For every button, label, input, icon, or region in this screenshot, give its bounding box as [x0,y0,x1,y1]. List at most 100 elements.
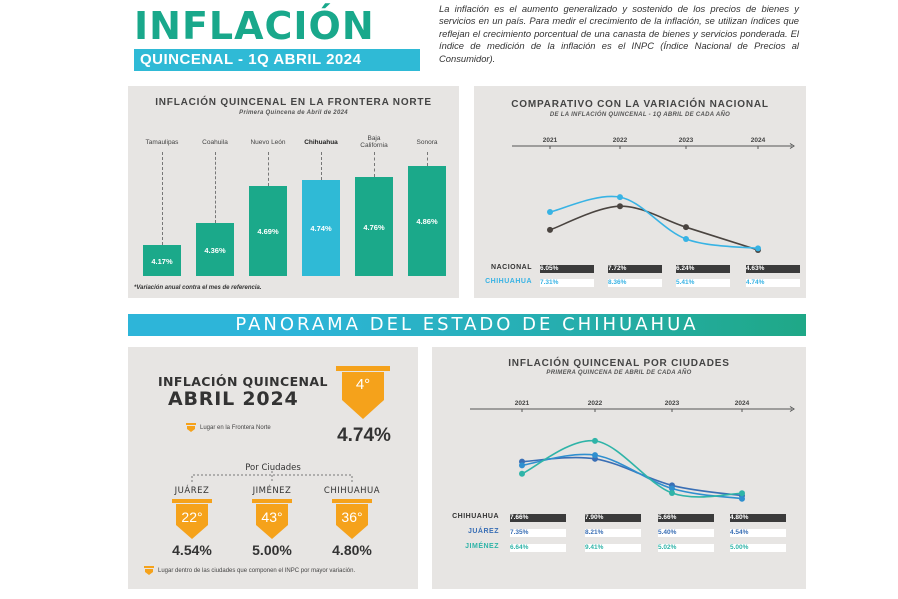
bar-chart-title: INFLACIÓN QUINCENAL EN LA FRONTERA NORTE [155,97,432,108]
bar-category-label: Sonora [416,139,438,146]
por-ciudades-label: Por Ciudades [245,463,301,473]
series-label: CHIHUAHUA [485,278,532,285]
value-cell: 6.05% [540,265,594,273]
bar-category-label: Baja California [360,135,388,149]
line-chart-national-title: COMPARATIVO CON LA VARIACIÓN NACIONAL [511,99,769,110]
bar-guide-line [427,152,428,167]
value-cell: 9.41% [585,544,641,552]
value-cell: 7.31% [540,279,594,287]
badge-legend-icon [144,566,154,575]
data-point [683,224,689,231]
data-point [617,194,623,201]
data-point [669,485,675,492]
bar-guide-line [374,152,375,178]
data-point [755,245,761,252]
bar [249,185,287,276]
value-cell: 4.80% [730,514,786,522]
city-percent: 4.54% [172,542,212,558]
data-point [547,226,553,233]
value-cell: 5.02% [658,544,714,552]
city-rank-badge-icon [252,499,292,539]
city-name-label: JUÁREZ [174,486,210,496]
bar-value-label: 4.36% [204,245,226,255]
value-cell: 7.90% [585,514,641,522]
line-chart-national-subtitle: DE LA INFLACIÓN QUINCENAL - 1Q ABRIL DE … [549,112,731,118]
bar-value-label: 4.69% [257,226,279,236]
bar-guide-line [215,152,216,224]
data-point [617,203,623,210]
bar-category-label: Nuevo León [250,139,286,146]
x-tick-label: 2024 [735,400,750,407]
frontera-norte-panel: INFLACIÓN QUINCENAL EN LA FRONTERA NORTE… [128,86,459,298]
x-tick-label: 2021 [543,137,558,144]
x-tick-label: 2021 [515,400,530,407]
data-point [592,452,598,459]
bar-guide-line [321,152,322,180]
data-point [669,490,675,497]
series-label: NACIONAL [491,264,532,271]
series-line [521,453,743,500]
bar-value-label: 4.74% [310,223,332,233]
city-rank-badge-icon [332,499,372,539]
city-percent: 4.80% [332,542,372,558]
page-title: INFLACIÓN [134,4,375,48]
panorama-banner: PANORAMA DEL ESTADO DE CHIHUAHUA [128,314,806,336]
value-cell: 6.24% [676,265,730,273]
place-badge-value: 4° [355,376,371,393]
cities-connector [191,471,353,482]
value-cell: 5.41% [676,279,730,287]
bar-chart-subtitle: Primera Quincena de Abril de 2024 [239,110,348,116]
bar-value-label: 4.17% [151,256,173,266]
x-tick-label: 2023 [665,400,680,407]
value-cell: 7.72% [608,265,662,273]
badge-legend-icon [186,423,196,432]
series-line [521,440,743,498]
value-cell: 4.63% [746,265,800,273]
value-cell: 8.36% [608,279,662,287]
bar-value-label: 4.76% [363,222,385,232]
bar-chart-note: *Variación anual contra el mes de refere… [134,285,262,291]
chihuahua-percent: 4.74% [337,425,391,446]
bar [196,223,234,276]
x-tick-label: 2024 [751,137,766,144]
line-chart-national: 2021 2022 2023 2024 [512,137,795,253]
value-cell: 7.35% [510,529,566,537]
bar-value-label: 4.86% [416,217,438,227]
city-rank-value: 43° [261,509,283,525]
comparativo-panel: COMPARATIVO CON LA VARIACIÓN NACIONAL DE… [474,86,806,298]
bar [355,177,393,276]
data-point [683,235,689,242]
panorama-title-line2: ABRIL 2024 [168,388,299,410]
x-tick-label: 2022 [613,137,628,144]
value-cell: 8.21% [585,529,641,537]
data-point [739,490,745,497]
series-label: CHIHUAHUA [452,513,499,520]
city-name-label: JIMÉNEZ [252,486,292,496]
value-cell: 4.54% [730,529,786,537]
bar [408,166,446,276]
line-chart-cities-subtitle: PRIMERA QUINCENA DE ABRIL DE CADA AÑO [546,370,692,376]
data-point [519,470,525,477]
cities-legend: Lugar dentro de las ciudades que compone… [158,568,356,574]
value-cell: 6.64% [510,544,566,552]
series-label: JUÁREZ [467,528,499,535]
data-point [592,437,598,444]
bar-category-label: Chihuahua [304,139,338,146]
x-axis-arrow [789,143,795,149]
series-label: JIMÉNEZ [465,543,499,550]
value-cell: 5.66% [658,514,714,522]
x-tick-label: 2022 [588,400,603,407]
value-cell: 5.40% [658,529,714,537]
place-badge-icon [336,366,390,419]
data-point [739,495,745,502]
bar [143,245,181,276]
line-chart-cities-title: INFLACIÓN QUINCENAL POR CIUDADES [508,358,730,369]
line-chart-cities: 2021 2022 2023 2024 [470,400,795,502]
series-line [549,195,759,250]
value-cell: 7.66% [510,514,566,522]
data-point [547,209,553,216]
bar-guide-line [268,152,269,186]
